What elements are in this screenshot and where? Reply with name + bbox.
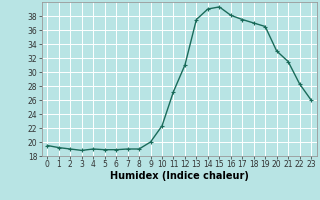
X-axis label: Humidex (Indice chaleur): Humidex (Indice chaleur)	[110, 171, 249, 181]
